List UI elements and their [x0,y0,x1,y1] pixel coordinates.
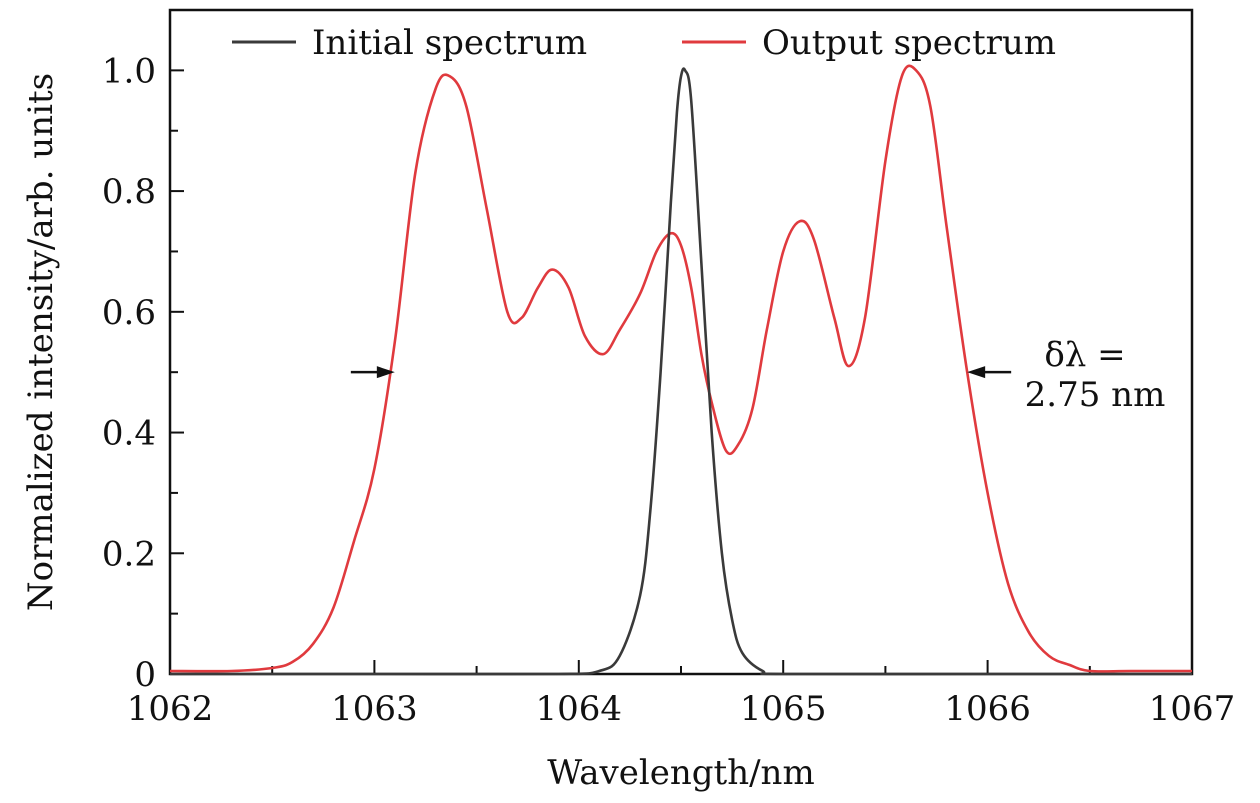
legend: Initial spectrum Output spectrum [232,23,1056,63]
axis-tick-labels: 1062 1063 1064 1065 1066 1067 0 0.2 0.4 0.6 0.8 1.0 [102,51,1235,729]
plot-frame [168,8,1194,676]
fwhm-annotation: δλ = 2.75 nm [350,335,1166,415]
fwhm-label-line2: 2.75 nm [1025,375,1166,415]
y-tick-label: 0.2 [102,534,156,574]
legend-label-output: Output spectrum [762,23,1056,63]
series-line-initial [169,67,1192,676]
arrow-head [967,366,986,379]
x-tick-label: 1067 [1149,689,1236,729]
x-tick-label: 1063 [331,689,418,729]
x-tick-label: 1065 [740,689,827,729]
series-line-output [169,64,1192,673]
x-tick-label: 1062 [127,689,214,729]
legend-label-initial: Initial spectrum [312,23,587,63]
fwhm-arrow-right [967,366,1012,379]
y-tick-label: 0 [134,655,156,695]
x-tick-label: 1064 [536,689,623,729]
y-tick-label: 0.8 [102,172,156,212]
y-tick-label: 0.4 [102,414,156,454]
x-tick-label: 1066 [944,689,1031,729]
arrow-head [376,366,395,379]
fwhm-arrow-left [350,366,395,379]
y-axis-title: Normalized intensity/arb. units [21,73,61,611]
x-axis-title: Wavelength/nm [547,753,814,793]
axis-ticks [169,9,1193,675]
series-layer [169,64,1192,676]
y-tick-label: 1.0 [102,51,156,91]
y-tick-label: 0.6 [102,293,156,333]
fwhm-label-line1: δλ = [1044,335,1125,375]
